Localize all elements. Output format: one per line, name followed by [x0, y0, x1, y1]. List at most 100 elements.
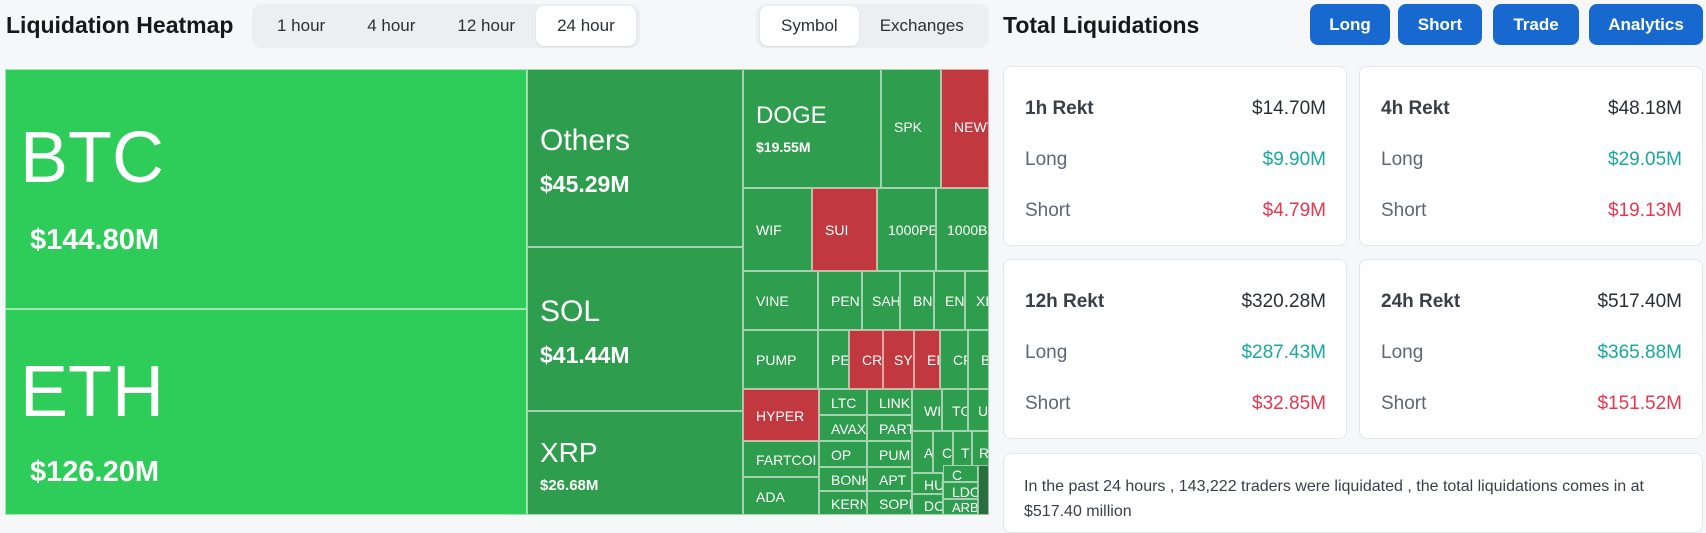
long-button[interactable]: Long	[1310, 4, 1390, 45]
short-label: Short	[1381, 200, 1427, 221]
time-option-4-hour[interactable]: 4 hour	[367, 16, 416, 35]
tile-symbol: CR	[862, 352, 883, 368]
treemap-tile-xrp[interactable]: XRP $26.68M	[527, 411, 743, 515]
tile-symbol: ETH	[20, 352, 164, 432]
treemap-tile-ef[interactable]: EF	[914, 330, 940, 389]
treemap-tile-r[interactable]: R	[972, 431, 989, 473]
treemap-tile-sah[interactable]: SAH	[862, 271, 900, 330]
tile-symbol: PUMP	[756, 352, 797, 368]
tile-symbol: C	[952, 467, 963, 482]
liquidation-summary: In the past 24 hours , 143,222 traders w…	[1003, 453, 1703, 533]
short-value: $151.52M	[1597, 393, 1682, 414]
tile-symbol: BONK	[831, 472, 867, 488]
treemap-tile-ui[interactable]: UI	[968, 389, 989, 431]
view-option-exchanges[interactable]: Exchanges	[879, 16, 964, 35]
tile-symbol: PART	[879, 421, 912, 437]
long-label: Long	[1025, 342, 1068, 363]
treemap-tile-kern[interactable]: KERN	[819, 491, 867, 515]
card-label: 12h Rekt	[1025, 291, 1105, 312]
treemap-tile-wi[interactable]: WI	[912, 389, 942, 431]
treemap-tile-avax[interactable]: AVAX	[819, 415, 867, 441]
treemap-tile-wif[interactable]: WIF	[743, 188, 812, 271]
view-option-symbol[interactable]: Symbol	[760, 6, 859, 46]
time-option-24-hour[interactable]: 24 hour	[536, 6, 636, 46]
treemap-tile-sopi[interactable]: SOPI	[867, 491, 912, 515]
card-total: $517.40M	[1597, 291, 1682, 312]
treemap-tile-bonk[interactable]: BONK	[819, 467, 867, 491]
tile-amount: $26.68M	[540, 477, 599, 494]
summary-text: In the past 24 hours , 143,222 traders w…	[1024, 478, 1644, 520]
view-mode-selector: Symbol Exchanges	[756, 4, 989, 48]
tile-symbol: SY	[894, 352, 913, 368]
treemap-tile-pe[interactable]: PE	[818, 330, 849, 389]
tile-symbol: EN	[945, 293, 965, 309]
treemap-tile-fartcoin[interactable]: FARTCOI	[743, 441, 819, 477]
treemap-tile-hu[interactable]: HU	[912, 473, 943, 494]
treemap-tile-spk[interactable]: SPK	[881, 69, 941, 188]
tile-symbol: CF	[953, 352, 967, 368]
treemap-tile-dc[interactable]: DC	[912, 494, 943, 515]
tile-symbol: KERN	[831, 496, 867, 512]
treemap-tile-cr[interactable]: CR	[849, 330, 883, 389]
treemap-tile-sol[interactable]: SOL $41.44M	[527, 247, 743, 411]
tile-symbol: XL	[976, 293, 988, 309]
treemap-tile-eth[interactable]: ETH $126.20M	[5, 309, 527, 515]
treemap-tile-ldo[interactable]: LDO	[943, 482, 978, 499]
short-button[interactable]: Short	[1398, 4, 1482, 45]
treemap-tile-newt[interactable]: NEWT	[941, 69, 989, 188]
treemap-tile-pum[interactable]: PUM	[867, 441, 912, 467]
treemap-tile-xl[interactable]: XL	[965, 271, 989, 330]
short-label: Short	[1381, 393, 1427, 414]
treemap-tile-pen[interactable]: PEN	[818, 271, 862, 330]
long-label: Long	[1381, 149, 1424, 170]
tile-symbol: WIF	[756, 222, 782, 238]
treemap-tile-cf[interactable]: CF	[940, 330, 968, 389]
treemap-tile-sy[interactable]: SY	[883, 330, 914, 389]
treemap-tile-arb[interactable]: ARB	[943, 499, 978, 515]
analytics-button[interactable]: Analytics	[1589, 4, 1703, 45]
treemap-tile-a[interactable]: A	[912, 431, 933, 473]
treemap-tile-tc[interactable]: TC	[942, 389, 968, 431]
long-label: Long	[1025, 149, 1068, 170]
treemap-tile-link[interactable]: LINK	[867, 389, 912, 415]
tile-symbol: SPK	[894, 119, 923, 135]
treemap-tile-ba[interactable]: BA	[968, 330, 989, 389]
tile-amount: $144.80M	[30, 224, 159, 256]
treemap-tile-part[interactable]: PART	[867, 415, 912, 441]
treemap-tile-bn[interactable]: BN	[900, 271, 934, 330]
tile-symbol: LDO	[952, 484, 978, 499]
treemap-tile-hyper[interactable]: HYPER	[743, 389, 819, 441]
treemap-tile-apt[interactable]: APT	[867, 467, 912, 491]
treemap-tile-misc[interactable]	[978, 465, 989, 515]
treemap-tile-vine[interactable]: VINE	[743, 271, 818, 330]
treemap-tile-btc[interactable]: BTC $144.80M	[5, 69, 527, 309]
short-value: $19.13M	[1608, 200, 1682, 221]
treemap-tile-pump[interactable]: PUMP	[743, 330, 818, 389]
treemap-tile-en[interactable]: EN	[934, 271, 965, 330]
long-value: $9.90M	[1262, 149, 1326, 170]
treemap-tile-ada[interactable]: ADA	[743, 477, 819, 515]
card-label: 4h Rekt	[1381, 98, 1450, 119]
treemap-tile-1000pepe[interactable]: 1000PE	[877, 188, 936, 271]
treemap-tile-sui[interactable]: SUI	[812, 188, 877, 271]
tile-symbol: ARB	[952, 500, 978, 515]
time-option-12-hour[interactable]: 12 hour	[457, 16, 516, 35]
treemap-tile-doge[interactable]: DOGE $19.55M	[743, 69, 881, 188]
tile-symbol: DC	[924, 498, 943, 514]
tile-symbol: VINE	[756, 293, 789, 309]
tile-symbol: OP	[831, 447, 852, 463]
treemap-tile-op[interactable]: OP	[819, 441, 867, 467]
treemap-tile-others[interactable]: Others $45.29M	[527, 69, 743, 247]
treemap-tile-c-small[interactable]: C	[943, 465, 978, 482]
short-value: $32.85M	[1252, 393, 1326, 414]
tile-symbol: WI	[924, 403, 942, 419]
tile-symbol: SOPI	[879, 496, 912, 512]
rekt-card-1h: 1h Rekt $14.70M Long $9.90M Short $4.79M	[1003, 66, 1347, 246]
treemap-tile-1000bonk[interactable]: 1000BO	[936, 188, 989, 271]
treemap-tile-ltc[interactable]: LTC	[819, 389, 867, 415]
treemap-tile-t[interactable]: T	[953, 431, 972, 473]
time-option-1-hour[interactable]: 1 hour	[277, 16, 326, 35]
tile-symbol: SUI	[825, 222, 849, 238]
trade-button[interactable]: Trade	[1493, 4, 1579, 45]
short-label: Short	[1025, 200, 1071, 221]
